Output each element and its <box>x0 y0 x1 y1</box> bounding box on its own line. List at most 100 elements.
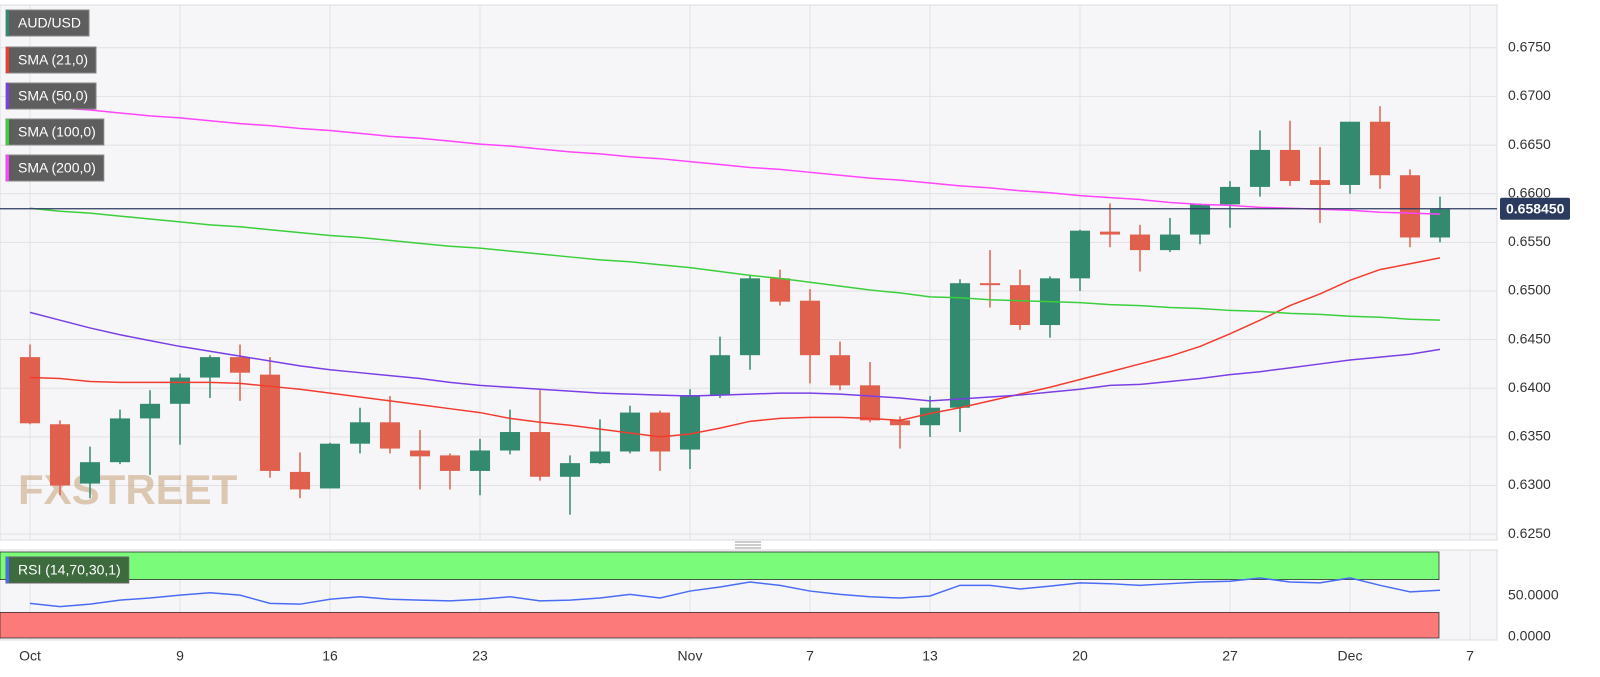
candle-body <box>1069 230 1091 279</box>
legend-item: SMA (200,0) <box>5 154 105 182</box>
candle-body <box>49 424 71 486</box>
x-tick-label: 7 <box>806 648 814 664</box>
legend-item: SMA (50,0) <box>5 82 97 110</box>
legend-swatch <box>6 119 9 145</box>
candle-body <box>229 357 251 373</box>
x-tick-label: Dec <box>1338 648 1363 664</box>
candle-body <box>889 420 911 426</box>
candle-body <box>199 357 221 378</box>
legend-swatch <box>6 10 9 36</box>
candle-body <box>769 278 791 302</box>
candle-body <box>1249 149 1271 187</box>
legend-label: SMA (100,0) <box>18 124 96 140</box>
legend-box <box>5 118 105 146</box>
candle-body <box>1309 180 1331 185</box>
candle-body <box>1219 186 1241 205</box>
candle-body <box>829 355 851 386</box>
x-tick-label: 13 <box>922 648 938 664</box>
candle-body <box>1129 234 1151 251</box>
y-tick-label: 0.6750 <box>1508 39 1551 55</box>
candle-body <box>1429 209 1451 238</box>
pane-resize-handle[interactable] <box>735 541 761 549</box>
rsi-line <box>29 577 1441 608</box>
y-tick-label: 0.6250 <box>1508 525 1551 541</box>
candle-body <box>619 412 641 452</box>
candle-body <box>529 432 551 477</box>
candle-body <box>1099 231 1121 235</box>
candle-body <box>79 462 101 484</box>
price-pane <box>0 4 1498 541</box>
legend-box <box>5 82 97 110</box>
sma-line <box>29 207 1441 321</box>
y-tick-label: 0.6600 <box>1508 184 1551 200</box>
y-tick-label: 0.6650 <box>1508 136 1551 152</box>
legend-swatch <box>6 83 9 109</box>
sma-line <box>29 311 1441 402</box>
candle-body <box>859 385 881 421</box>
candle-body <box>349 422 371 444</box>
legend-item: SMA (100,0) <box>5 118 105 146</box>
x-tick-label: 16 <box>322 648 338 664</box>
legend-item: RSI (14,70,30,1) <box>5 556 130 584</box>
candle-body <box>469 450 491 471</box>
candle-body <box>1399 175 1421 238</box>
candle-body <box>319 443 341 489</box>
candle-body <box>1009 285 1031 326</box>
y-tick-label: 0.6400 <box>1508 379 1551 395</box>
candle-body <box>919 407 941 426</box>
rsi-bands <box>0 551 1440 639</box>
legend-item: AUD/USD <box>5 9 90 37</box>
candle-body <box>409 450 431 457</box>
candle-body <box>499 432 521 451</box>
candle-body <box>1189 204 1211 235</box>
y-tick-label: 0.6350 <box>1508 428 1551 444</box>
y-tick-label: 50.0000 <box>1508 587 1559 603</box>
x-tick-label: 20 <box>1072 648 1088 664</box>
candle-body <box>439 455 461 471</box>
y-tick-label: 0.6500 <box>1508 282 1551 298</box>
candle-body <box>589 451 611 464</box>
candle-body <box>679 395 701 450</box>
x-tick-label: Nov <box>678 648 703 664</box>
overbought-band <box>0 551 1440 580</box>
candle-body <box>259 374 281 471</box>
legend-swatch <box>6 557 9 583</box>
legend-label: SMA (21,0) <box>18 52 88 68</box>
candle-body <box>139 403 161 419</box>
legend-label: AUD/USD <box>18 15 81 31</box>
last-price-box <box>1500 197 1570 220</box>
y-tick-label: 0.6300 <box>1508 476 1551 492</box>
oversold-band <box>0 611 1440 639</box>
candle-body <box>559 463 581 477</box>
legend-box <box>5 556 130 584</box>
candle-body <box>1159 234 1181 251</box>
legend-item: SMA (21,0) <box>5 46 97 74</box>
legend-swatch <box>6 155 9 181</box>
y-tick-label: 0.6700 <box>1508 87 1551 103</box>
legend-label: SMA (50,0) <box>18 88 88 104</box>
candle-body <box>289 471 311 490</box>
sma-line <box>29 104 1441 215</box>
candle-body <box>1369 121 1391 176</box>
x-tick-label: 7 <box>1466 648 1474 664</box>
x-tick-label: 27 <box>1222 648 1238 664</box>
candle-body <box>799 300 821 356</box>
candle-body <box>1339 121 1361 185</box>
legend-label: SMA (200,0) <box>18 160 96 176</box>
candle-body <box>979 283 1001 286</box>
candle-body <box>1279 149 1301 182</box>
legend-label: RSI (14,70,30,1) <box>18 562 121 578</box>
candle-body <box>739 278 761 356</box>
candle-body <box>169 377 191 404</box>
y-tick-label: 0.0000 <box>1508 628 1551 644</box>
candle-body <box>949 283 971 408</box>
candle-body <box>19 357 41 424</box>
candle-body <box>709 355 731 396</box>
marks <box>0 104 1497 608</box>
legend: AUD/USD SMA (21,0) SMA (50,0) SMA (100,0) SM… <box>5 9 130 584</box>
sma-line <box>29 257 1441 438</box>
x-tick-label: Oct <box>19 648 41 664</box>
x-tick-label: 9 <box>176 648 184 664</box>
